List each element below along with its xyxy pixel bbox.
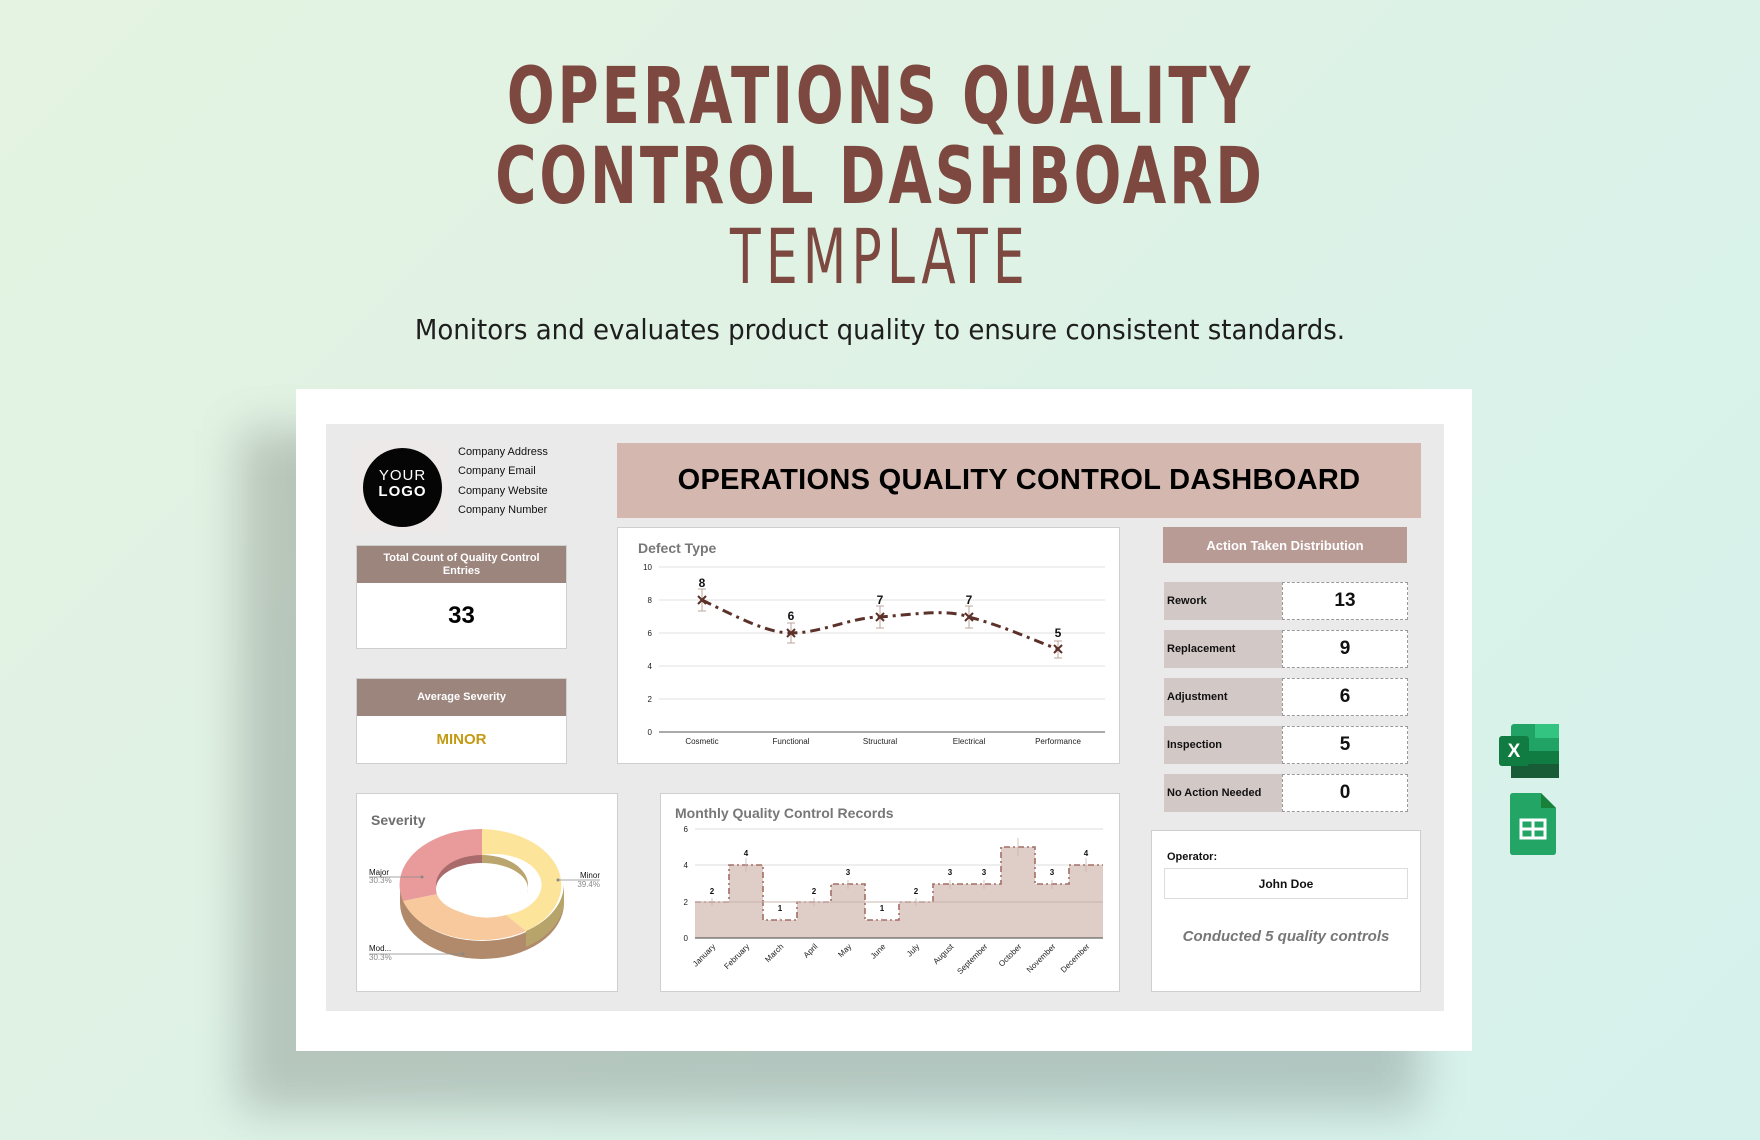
svg-text:October: October (997, 942, 1024, 969)
svg-text:August: August (931, 942, 956, 967)
svg-text:3: 3 (846, 868, 851, 877)
operator-card (1151, 830, 1421, 992)
svg-text:4: 4 (684, 861, 689, 870)
hero-title-line-3: TEMPLATE (730, 212, 1030, 301)
svg-text:March: March (763, 942, 785, 964)
svg-text:3: 3 (982, 868, 987, 877)
action-label: Adjustment (1164, 678, 1282, 716)
svg-text:Structural: Structural (863, 737, 897, 746)
total-count-value: 33 (448, 601, 475, 629)
total-count-label: Total Count of Quality Control Entries (357, 546, 566, 583)
average-severity-label: Average Severity (357, 679, 566, 716)
average-severity-value: MINOR (436, 731, 487, 748)
svg-text:4: 4 (1084, 849, 1089, 858)
dashboard-title: OPERATIONS QUALITY CONTROL DASHBOARD (617, 443, 1421, 518)
svg-text:5: 5 (1055, 626, 1062, 640)
svg-text:September: September (955, 942, 989, 976)
company-number: Company Number (458, 504, 548, 516)
svg-text:2: 2 (914, 887, 919, 896)
svg-text:November: November (1025, 942, 1058, 975)
action-value: 9 (1282, 630, 1408, 668)
action-row-replacement: Replacement 9 (1164, 630, 1408, 668)
svg-text:X: X (1508, 741, 1521, 762)
action-label: No Action Needed (1164, 774, 1282, 812)
operator-name: John Doe (1164, 868, 1408, 899)
svg-text:July: July (905, 942, 921, 958)
svg-text:Performance: Performance (1035, 737, 1081, 746)
operator-note: Conducted 5 quality controls (1182, 928, 1390, 945)
svg-text:0: 0 (684, 934, 689, 943)
svg-text:May: May (836, 942, 853, 959)
svg-text:Functional: Functional (773, 737, 810, 746)
svg-text:Mod...: Mod... (369, 944, 391, 953)
svg-text:4: 4 (648, 662, 653, 671)
svg-text:1: 1 (880, 904, 885, 913)
svg-text:2: 2 (710, 887, 715, 896)
logo-text-logo: LOGO (378, 483, 427, 500)
action-row-no-action-needed: No Action Needed 0 (1164, 774, 1408, 812)
svg-text:6: 6 (788, 609, 795, 623)
hero-subtitle: Monitors and evaluates product quality t… (414, 313, 1346, 346)
svg-text:Cosmetic: Cosmetic (685, 737, 718, 746)
company-email: Company Email (458, 465, 536, 477)
svg-text:0: 0 (648, 728, 653, 737)
defect-type-chart-title: Defect Type (638, 540, 717, 556)
svg-text:30.3%: 30.3% (369, 876, 392, 885)
svg-text:10: 10 (643, 563, 652, 572)
svg-text:1: 1 (778, 904, 783, 913)
svg-text:30.3%: 30.3% (369, 953, 392, 962)
svg-text:6: 6 (684, 825, 689, 834)
svg-text:8: 8 (699, 576, 706, 590)
svg-text:7: 7 (966, 593, 973, 607)
svg-text:4: 4 (744, 849, 749, 858)
hero-title-line-1: OPERATIONS QUALITY (506, 52, 1254, 142)
operator-label: Operator: (1167, 851, 1218, 863)
svg-text:Minor: Minor (580, 871, 600, 880)
action-value: 13 (1282, 582, 1408, 620)
svg-text:39.4%: 39.4% (577, 880, 600, 889)
hero-title-line-2: CONTROL DASHBOARD (495, 132, 1265, 222)
severity-chart-title: Severity (371, 812, 426, 828)
svg-text:Electrical: Electrical (953, 737, 986, 746)
svg-text:February: February (722, 942, 751, 971)
action-row-rework: Rework 13 (1164, 582, 1408, 620)
svg-text:April: April (802, 942, 820, 960)
defect-type-line-chart: 10 8 6 4 2 0 Cosmetic Functional Structural El… (643, 563, 1105, 746)
svg-text:6: 6 (648, 629, 653, 638)
svg-text:December: December (1059, 942, 1092, 975)
svg-text:January: January (691, 942, 717, 968)
monthly-records-chart-title: Monthly Quality Control Records (675, 805, 894, 821)
svg-text:8: 8 (648, 596, 653, 605)
company-address: Company Address (458, 446, 548, 458)
svg-text:7: 7 (877, 593, 884, 607)
action-value: 0 (1282, 774, 1408, 812)
svg-text:3: 3 (1050, 868, 1055, 877)
company-logo: YOUR LOGO (363, 448, 442, 527)
action-value: 5 (1282, 726, 1408, 764)
svg-text:2: 2 (812, 887, 817, 896)
svg-text:2: 2 (648, 695, 653, 704)
company-website: Company Website (458, 485, 548, 497)
monthly-records-area-chart: 6 4 2 0 2 4 1 2 3 1 2 3 3 3 4 January February Mar… (684, 825, 1103, 976)
logo-text-your: YOUR (378, 467, 427, 484)
action-label: Replacement (1164, 630, 1282, 668)
google-sheets-icon (1510, 793, 1556, 855)
svg-text:3: 3 (948, 868, 953, 877)
action-value: 6 (1282, 678, 1408, 716)
svg-text:2: 2 (684, 898, 689, 907)
action-label: Rework (1164, 582, 1282, 620)
svg-text:Major: Major (369, 868, 389, 877)
action-row-inspection: Inspection 5 (1164, 726, 1408, 764)
svg-text:June: June (869, 942, 888, 961)
excel-icon: X (1499, 724, 1559, 778)
action-label: Inspection (1164, 726, 1282, 764)
action-row-adjustment: Adjustment 6 (1164, 678, 1408, 716)
action-taken-title: Action Taken Distribution (1163, 527, 1407, 563)
